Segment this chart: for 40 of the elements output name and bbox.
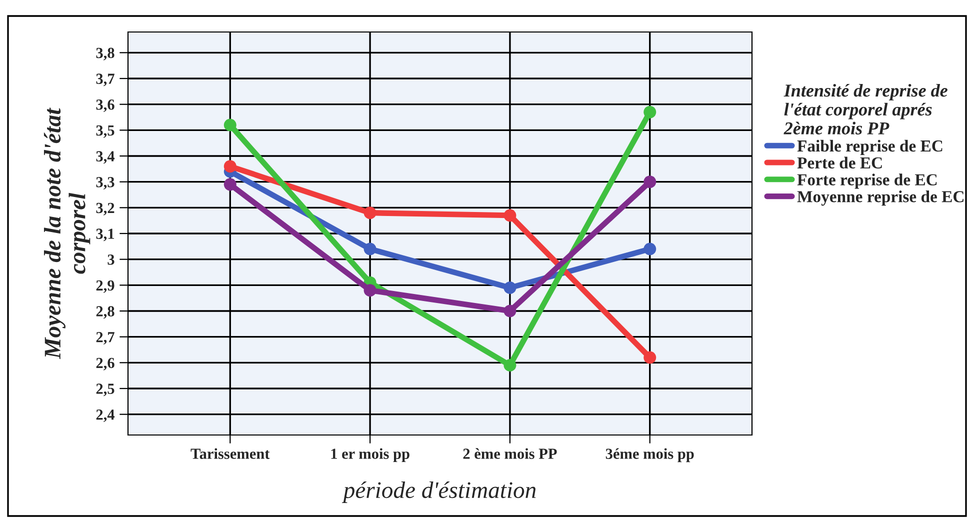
y-tick-label: 2,6 <box>96 358 114 370</box>
x-tick-label: Tarissement <box>190 448 270 459</box>
y-tick-label: 3,5 <box>96 125 114 138</box>
y-tick-label: 2,8 <box>96 306 114 319</box>
y-tick-label: 3,7 <box>96 74 114 86</box>
point <box>364 242 376 256</box>
point <box>224 118 236 132</box>
y-tick-label: 3,2 <box>96 202 114 216</box>
point <box>364 206 376 220</box>
y-tick-label: 2,7 <box>96 332 114 344</box>
legend-label: Forte reprise de EC <box>797 174 937 189</box>
point <box>504 359 516 372</box>
legend-label: Moyenne reprise de EC <box>797 190 964 206</box>
point <box>224 178 236 191</box>
x-tick-label: 2 ème mois PP <box>463 448 557 459</box>
y-tick-label: 2,4 <box>96 410 115 422</box>
point <box>644 106 656 118</box>
point <box>364 284 376 297</box>
y-tick-label: 3,6 <box>96 100 114 112</box>
point <box>644 351 656 364</box>
point <box>644 242 656 256</box>
y-tick-label: 3,3 <box>96 177 114 190</box>
x-axis-title: période d'éstimation <box>342 482 536 503</box>
point <box>504 304 516 318</box>
legend-title: Intensité de reprise de l'état corporel aprés 2ème mois PP <box>784 84 948 134</box>
y-tick-label: 3,4 <box>96 151 115 164</box>
point <box>504 282 516 294</box>
legend-label: Faible reprise de EC <box>797 140 942 156</box>
y-tick-label: 2,9 <box>96 280 114 293</box>
y-tick-label: 3 <box>108 254 114 265</box>
y-axis-title: Moyenne de la note d'état corporel <box>44 108 90 360</box>
y-tick-label: 2,5 <box>96 384 114 396</box>
y-tick-label: 3,8 <box>96 48 114 60</box>
point <box>504 209 516 222</box>
y-tick-label: 3,1 <box>96 228 114 242</box>
point <box>224 160 236 173</box>
x-tick-label: 1 er mois pp <box>331 448 410 462</box>
point <box>644 176 656 188</box>
legend-label: Perte de EC <box>797 156 882 169</box>
x-tick-label: 3éme mois pp <box>606 448 694 462</box>
